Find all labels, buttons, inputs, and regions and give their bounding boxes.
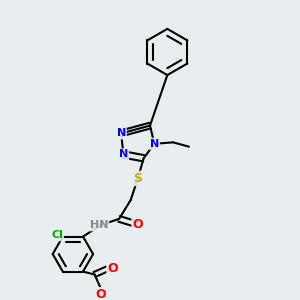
Text: N: N <box>119 149 128 160</box>
Text: O: O <box>107 262 118 275</box>
Text: O: O <box>133 218 143 231</box>
Text: N: N <box>150 139 159 149</box>
Text: Cl: Cl <box>51 230 63 240</box>
Text: S: S <box>134 172 142 185</box>
Text: HN: HN <box>90 220 108 230</box>
Text: O: O <box>95 288 106 300</box>
Text: N: N <box>116 128 126 138</box>
